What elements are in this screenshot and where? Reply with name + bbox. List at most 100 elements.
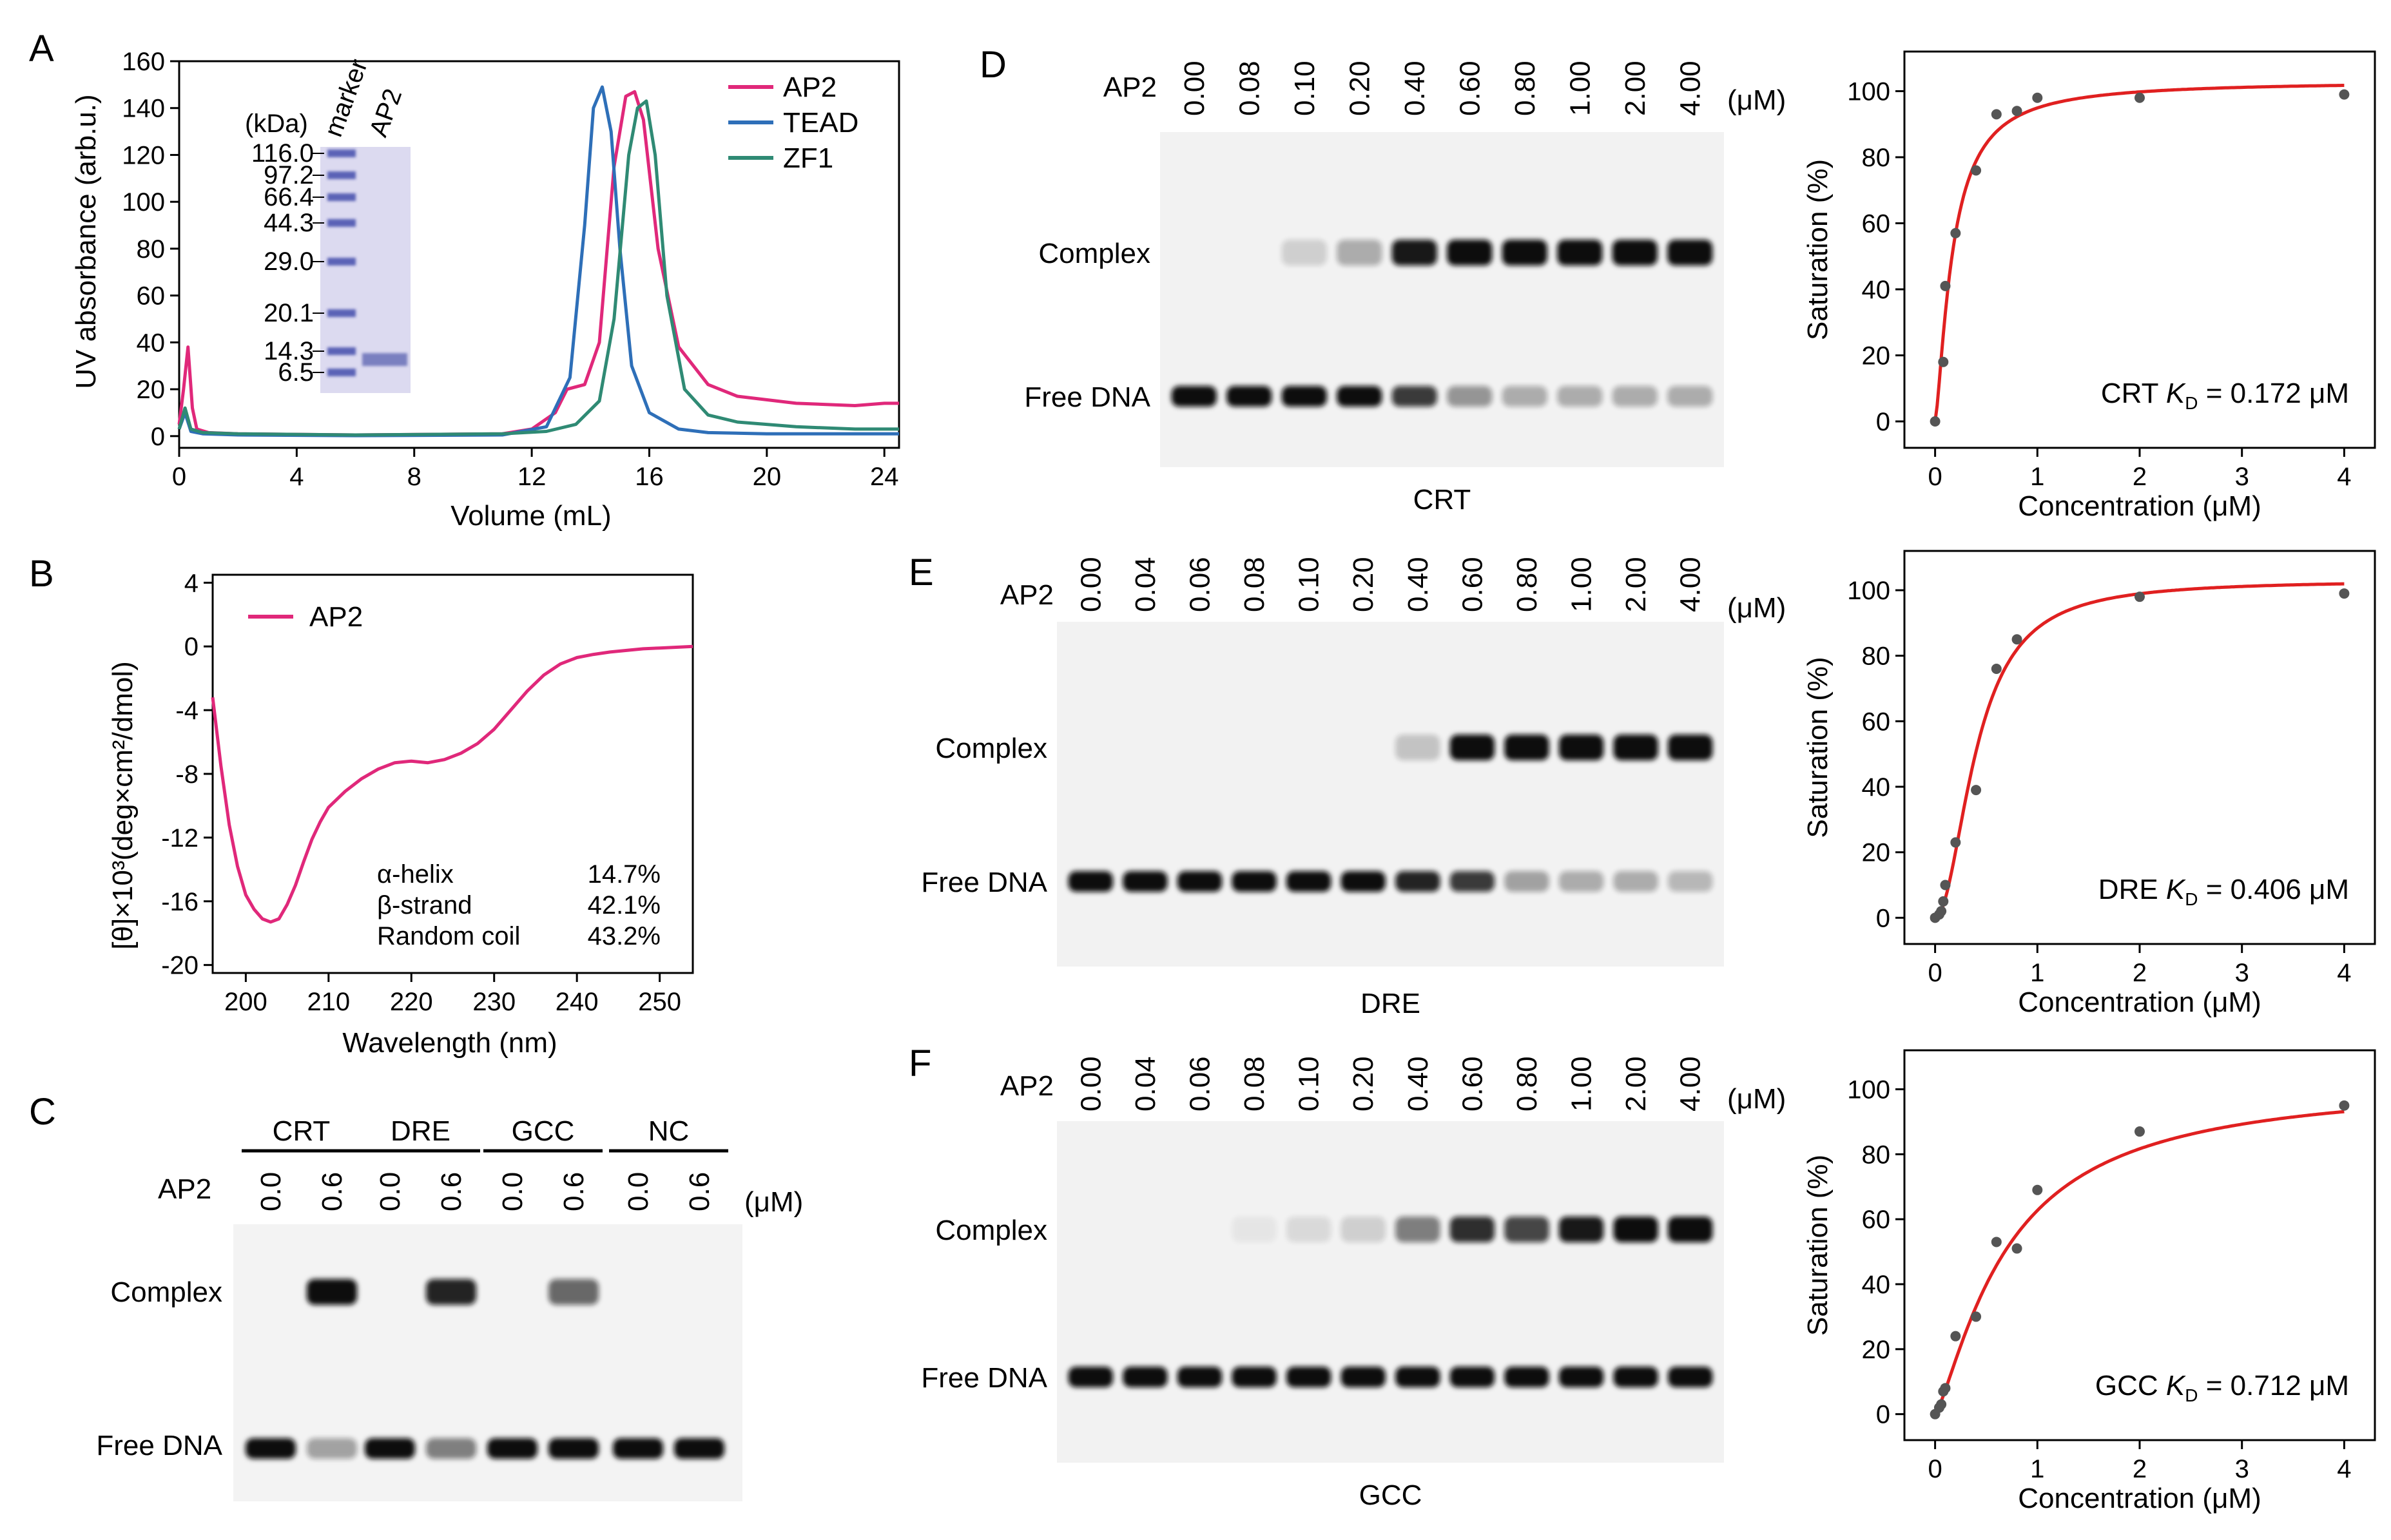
gel-c-free-band [548, 1438, 599, 1459]
fit-data-point [2134, 592, 2145, 602]
gel-free-band [1668, 871, 1713, 892]
gel-free-label: Free DNA [921, 1362, 1047, 1394]
fit-ytick-label: 60 [1862, 1206, 1891, 1234]
gel-complex-band [1558, 735, 1604, 760]
cd-xtick-label: 250 [638, 988, 681, 1016]
sds-marker-band [327, 219, 356, 227]
sec-series-ap2 [177, 90, 899, 437]
fit-data-point [1950, 1331, 1961, 1342]
gel-complex-band [1613, 735, 1658, 760]
fit-data-point [1930, 416, 1941, 427]
gel-lane-label: 0.60 [1457, 557, 1488, 612]
gel-free-band [1449, 1367, 1495, 1387]
gel-complex-band [1613, 1217, 1658, 1242]
fit-data-point [1971, 1311, 1982, 1322]
gel-unit-label: (μM) [1727, 1083, 1786, 1115]
gel-free-band [1068, 871, 1113, 892]
gel-lane-label: 0.00 [1075, 557, 1107, 612]
fit-data-point [1971, 785, 1982, 796]
gel-complex-label: Complex [935, 733, 1047, 764]
gel-free-band [1123, 1367, 1168, 1387]
sec-ytick-label: 160 [122, 48, 165, 76]
cd-spectrum-chart: 200 210 220 230 240 250 4 0 -4 -8 -12 -16 -20 [161, 569, 694, 1016]
sec-xtick-label: 4 [289, 463, 304, 491]
gel-lane-label: 0.06 [1184, 1056, 1215, 1112]
gel-free-label: Free DNA [921, 867, 1047, 898]
gel-free-band [1504, 871, 1549, 892]
fit-data-point [2032, 92, 2043, 103]
panel-a-xlabel: Volume (mL) [450, 500, 611, 532]
gel-protein-label: AP2 [1000, 1070, 1054, 1102]
sec-series-zf1 [177, 99, 899, 437]
gel-lane-label: 0.80 [1509, 61, 1541, 116]
kd-subscript: D [2185, 889, 2198, 909]
structure-coil-value: 43.2% [588, 922, 661, 950]
fit-ytick-label: 20 [1862, 1336, 1891, 1364]
fit-xtick-label: 2 [2133, 1455, 2147, 1483]
fit-curve [1933, 84, 2345, 422]
gel-free-band [1281, 386, 1327, 407]
panel-label: D [980, 44, 1007, 86]
fit-xtick-label: 3 [2235, 463, 2249, 491]
panel-c-unit: (μM) [744, 1186, 803, 1218]
gel-c-image [233, 1224, 742, 1501]
gel-free-band [1502, 386, 1547, 407]
sds-marker-label: 97.2 [264, 161, 314, 189]
gel-free-label: Free DNA [1024, 381, 1150, 413]
gel-complex-band [1612, 240, 1658, 265]
sds-marker-band [327, 309, 356, 317]
gel-free-band [1177, 871, 1223, 892]
fit-xtick-label: 1 [2030, 959, 2044, 987]
structure-strand-value: 42.1% [588, 891, 661, 919]
gel-complex-band [1557, 240, 1603, 265]
gel-lane-label: 1.00 [1566, 1056, 1598, 1112]
gel-c-lane-label: 0.6 [558, 1172, 590, 1211]
gel-free-band [1395, 871, 1440, 892]
fit-data-point [2339, 89, 2350, 100]
panel-c-protein: AP2 [158, 1173, 211, 1205]
structure-coil-name: Random coil [377, 922, 520, 950]
legend-tead-label: TEAD [783, 107, 858, 139]
gel-lane-label: 0.20 [1344, 61, 1375, 116]
gel-complex-band [1504, 735, 1549, 760]
kd-subscript: D [2185, 393, 2198, 413]
cd-ytick-label: -8 [175, 760, 198, 789]
gel-lane-label: 1.00 [1566, 557, 1598, 612]
gel-complex-band [1558, 1217, 1604, 1242]
legend-cd-ap2-label: AP2 [309, 601, 363, 633]
kd-symbol: K [2166, 378, 2186, 409]
kd-sequence-name: GCC [2095, 1370, 2166, 1401]
sec-xtick-label: 20 [753, 463, 782, 491]
gel-lane-label: 0.10 [1293, 1056, 1325, 1112]
gel-lane-label: 4.00 [1674, 61, 1706, 116]
fit-xtick-label: 2 [2133, 959, 2147, 987]
gel-complex-band [1337, 240, 1382, 265]
sds-marker-band [327, 347, 356, 355]
gel-free-band [1286, 871, 1331, 892]
fit-ytick-label: 60 [1862, 210, 1891, 238]
gel-free-band [1341, 871, 1386, 892]
gel-c-free-band [307, 1438, 357, 1459]
fit-xtick-label: 0 [1928, 463, 1942, 491]
gel-free-band [1226, 386, 1272, 407]
gel-lane-label: 0.80 [1511, 557, 1543, 612]
sec-xtick-label: 12 [518, 463, 547, 491]
fit-data-point [1991, 664, 2002, 674]
sds-marker-band [327, 369, 356, 376]
gel-c-free-band [674, 1438, 724, 1459]
gel-image [1057, 1121, 1724, 1463]
gel-complex-band [1668, 735, 1713, 760]
panel-label: F [909, 1043, 931, 1084]
fit-data-point [1940, 280, 1951, 291]
gel-free-band [1558, 871, 1604, 892]
gel-complex-band [1281, 240, 1327, 265]
cd-ytick-label: -20 [161, 952, 198, 980]
gel-lane-label: 0.08 [1234, 61, 1265, 116]
sds-marker-band [327, 258, 356, 265]
gel-lane-label: 0.60 [1454, 61, 1486, 116]
fit-ytick-label: 0 [1876, 1401, 1890, 1429]
sds-marker-label: 14.3 [264, 337, 314, 365]
fit-data-point [2134, 92, 2145, 103]
